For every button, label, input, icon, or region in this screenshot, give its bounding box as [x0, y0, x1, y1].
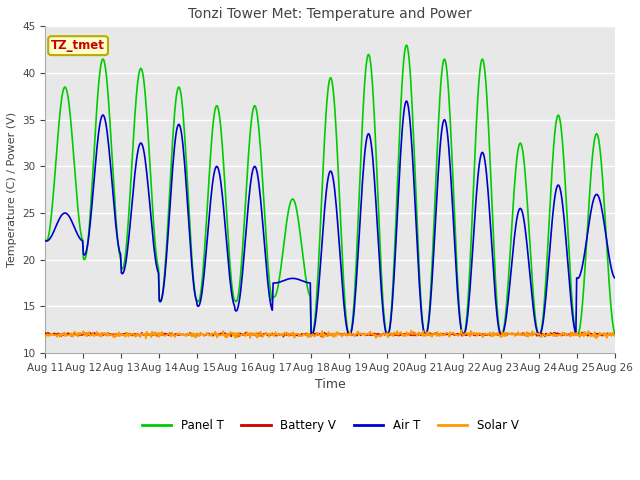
Panel T — [321, 122, 329, 128]
Solar V — [458, 327, 465, 333]
Solar V — [433, 333, 440, 339]
Solar V — [191, 331, 198, 337]
Legend: Panel T, Battery V, Air T, Solar V: Panel T, Battery V, Air T, Solar V — [137, 415, 524, 437]
Solar V — [166, 333, 174, 338]
X-axis label: Time: Time — [315, 378, 346, 391]
Solar V — [611, 333, 618, 339]
Panel T — [560, 161, 568, 167]
Panel T — [403, 42, 411, 48]
Air T — [434, 181, 442, 187]
Air T — [321, 199, 329, 204]
Battery V — [611, 331, 618, 337]
Panel T — [611, 330, 618, 336]
Battery V — [42, 330, 49, 336]
Panel T — [166, 176, 174, 182]
Air T — [611, 275, 618, 281]
Line: Panel T: Panel T — [45, 45, 614, 335]
Battery V — [378, 332, 386, 337]
Battery V — [435, 332, 442, 338]
Panel T — [42, 237, 49, 243]
Air T — [191, 291, 198, 297]
Air T — [498, 332, 506, 337]
Solar V — [42, 334, 49, 339]
Air T — [166, 197, 174, 203]
Y-axis label: Temperature (C) / Power (V): Temperature (C) / Power (V) — [7, 112, 17, 267]
Solar V — [593, 336, 600, 341]
Panel T — [434, 139, 442, 144]
Air T — [560, 215, 568, 221]
Battery V — [560, 332, 568, 337]
Battery V — [191, 333, 198, 338]
Panel T — [191, 289, 198, 295]
Air T — [377, 277, 385, 283]
Panel T — [377, 256, 385, 262]
Line: Air T: Air T — [45, 101, 614, 335]
Text: TZ_tmet: TZ_tmet — [51, 39, 105, 52]
Solar V — [377, 334, 385, 339]
Solar V — [321, 332, 329, 337]
Battery V — [323, 333, 331, 338]
Line: Battery V: Battery V — [45, 332, 614, 336]
Battery V — [280, 334, 287, 339]
Air T — [42, 238, 49, 244]
Solar V — [559, 332, 567, 337]
Panel T — [498, 332, 506, 337]
Battery V — [243, 329, 250, 335]
Battery V — [166, 332, 174, 337]
Air T — [403, 98, 411, 104]
Title: Tonzi Tower Met: Temperature and Power: Tonzi Tower Met: Temperature and Power — [188, 7, 472, 21]
Line: Solar V: Solar V — [45, 330, 614, 338]
